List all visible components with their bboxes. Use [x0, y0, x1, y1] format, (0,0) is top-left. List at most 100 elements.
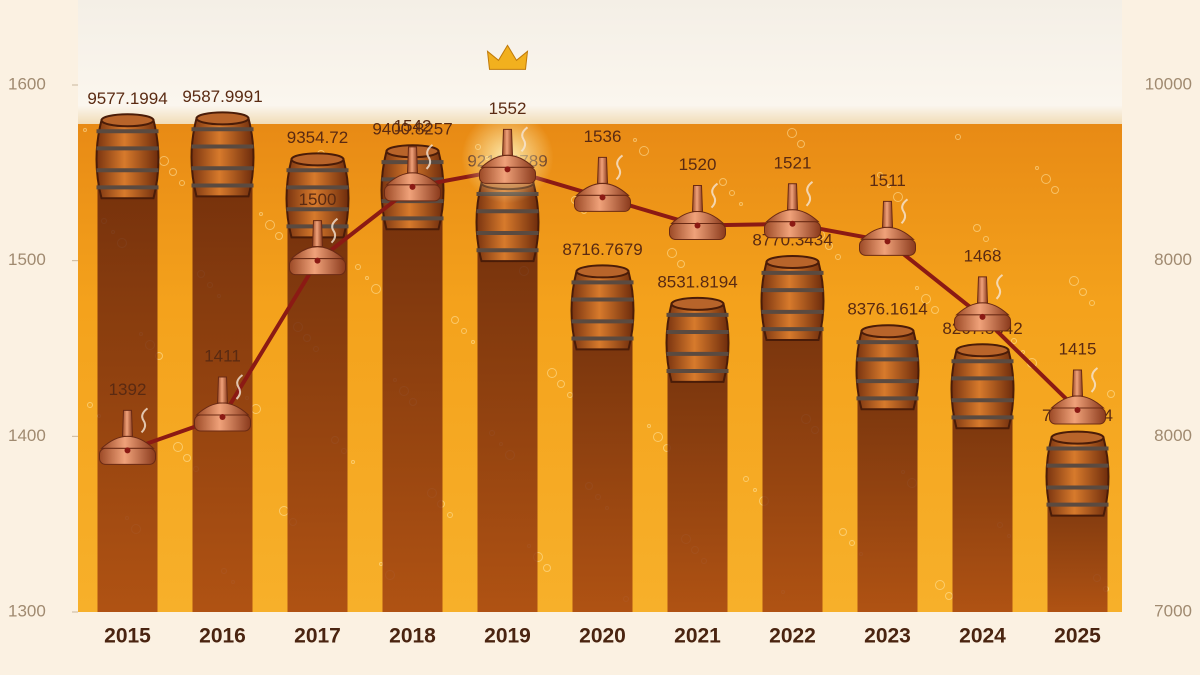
bubble: [259, 212, 263, 216]
value-label: 1415: [1059, 339, 1097, 358]
point-group: 1415: [1049, 339, 1106, 425]
value-label: 8716.7679: [562, 240, 642, 259]
y-tick-label: 1400: [8, 426, 46, 445]
x-tick-label: 2020: [579, 625, 626, 648]
barrel-top: [100, 113, 155, 128]
point: [599, 194, 606, 201]
bar-group: 8267.8342: [942, 319, 1023, 612]
bubble: [557, 380, 565, 388]
bubble: [849, 540, 855, 546]
barrel: [570, 270, 635, 351]
kettle-dome: [955, 302, 1010, 316]
point: [694, 222, 701, 229]
kettle-steam: [425, 144, 434, 170]
bubble: [1089, 300, 1095, 306]
bubble: [739, 202, 743, 206]
bubble: [83, 128, 87, 132]
bubble: [719, 178, 727, 186]
crown: [486, 44, 529, 70]
bubble: [915, 286, 919, 290]
kettle-dome: [575, 183, 630, 196]
bubble: [887, 184, 891, 188]
barrel: [285, 158, 350, 239]
point-group: 1511: [859, 171, 916, 256]
y-tick-label: 1300: [8, 601, 46, 620]
bubble: [667, 248, 677, 258]
value-label: 1536: [584, 127, 622, 146]
barrel: [475, 182, 540, 263]
x-tick-label: 2015: [104, 625, 151, 648]
x-tick-label: 2022: [769, 625, 816, 648]
bar: [572, 310, 633, 612]
bubble: [461, 328, 467, 334]
bubble: [825, 242, 833, 250]
point-group: 1552: [461, 44, 554, 204]
bubble: [935, 580, 945, 590]
kettle-steam: [1090, 367, 1099, 393]
bubble: [169, 168, 177, 176]
point-group: 1520: [669, 155, 726, 241]
value-label: 1520: [679, 155, 717, 174]
bubble: [371, 284, 381, 294]
point-group: 1392: [99, 380, 156, 465]
bubble: [729, 190, 735, 196]
kettle-chimney: [1071, 369, 1084, 397]
barrel-top: [290, 152, 345, 167]
point-group: 1468: [954, 246, 1011, 332]
kettle-dome: [480, 154, 535, 168]
bubble: [351, 460, 355, 464]
bubble: [983, 236, 989, 242]
kettle-dome: [385, 172, 440, 186]
value-label: 9354.72: [287, 128, 348, 147]
foam: [78, 0, 1122, 124]
bubble: [753, 488, 757, 492]
kettle-chimney: [786, 183, 799, 211]
value-label: 1552: [489, 99, 527, 118]
bubble: [179, 180, 185, 186]
bubble: [1041, 174, 1051, 184]
point: [219, 414, 226, 421]
kettle-dome: [670, 211, 725, 225]
bubble: [265, 220, 275, 230]
bubble: [1011, 338, 1017, 344]
barrel-top: [670, 296, 725, 311]
x-tick-label: 2017: [294, 625, 341, 648]
x-tick-label: 2016: [199, 625, 246, 648]
value-label: 9587.9991: [182, 87, 262, 106]
bubble: [547, 368, 557, 378]
kettle-steam: [805, 180, 814, 207]
point: [504, 166, 511, 173]
value-label: 1542: [394, 116, 432, 135]
kettle-chimney: [596, 156, 609, 184]
barrel-top: [195, 111, 250, 126]
barrel-top: [1050, 430, 1105, 445]
bubble: [451, 316, 459, 324]
value-label: 1521: [774, 153, 812, 172]
kettle-steam: [995, 274, 1004, 300]
value-label: 8376.1614: [847, 300, 927, 319]
bar: [762, 301, 823, 612]
kettle-steam: [330, 217, 339, 244]
point: [1074, 406, 1081, 413]
bubble: [1021, 350, 1025, 354]
bar: [667, 342, 728, 612]
barrel: [855, 330, 920, 411]
bubble: [1107, 390, 1115, 398]
bubble: [993, 248, 997, 252]
barrel: [190, 117, 255, 198]
bar-group: 9400.8257: [372, 120, 453, 613]
kettle-steam: [900, 198, 909, 225]
bubble: [743, 476, 749, 482]
kettle-chimney: [406, 146, 419, 174]
value-label: 9400.8257: [372, 120, 452, 139]
bubble: [653, 432, 663, 442]
point-group: 1500: [289, 190, 346, 276]
y-tick-label: 1600: [8, 74, 46, 93]
point-group: 1542: [384, 116, 441, 202]
bubble: [677, 260, 685, 268]
kettle-dome: [1050, 395, 1105, 409]
bubble: [365, 276, 369, 280]
barrel-top: [955, 343, 1010, 358]
x-tick-label: 2023: [864, 625, 911, 648]
kettle-steam: [615, 154, 624, 181]
